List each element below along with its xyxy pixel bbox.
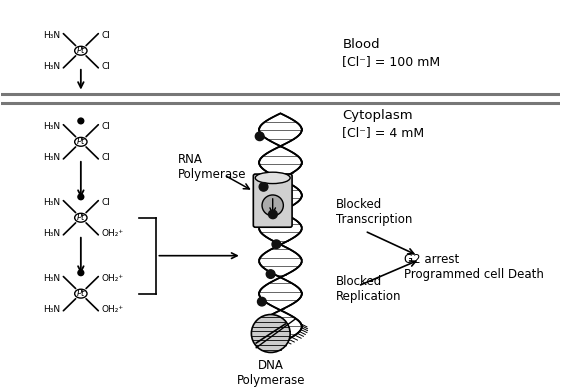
Circle shape [78, 270, 84, 276]
Text: Blood: Blood [343, 38, 380, 50]
Text: Cl: Cl [101, 198, 110, 207]
Text: Cytoplasm: Cytoplasm [343, 109, 413, 122]
Text: Pt: Pt [77, 289, 85, 298]
Ellipse shape [75, 213, 87, 222]
Text: H₃N: H₃N [43, 274, 60, 283]
Text: OH₂⁺: OH₂⁺ [101, 274, 123, 283]
Text: Cl: Cl [101, 153, 110, 162]
Ellipse shape [75, 137, 87, 146]
Circle shape [78, 118, 84, 124]
Text: OH₂⁺: OH₂⁺ [101, 305, 123, 314]
Circle shape [266, 270, 275, 278]
Text: [Cl⁻] = 100 mM: [Cl⁻] = 100 mM [343, 55, 441, 68]
Circle shape [251, 314, 290, 352]
Text: H₃N: H₃N [43, 305, 60, 314]
Circle shape [78, 194, 84, 200]
Circle shape [268, 210, 277, 219]
Circle shape [257, 298, 266, 306]
Text: Cl: Cl [101, 31, 110, 40]
Text: Cl: Cl [101, 62, 110, 71]
Text: H₃N: H₃N [43, 153, 60, 162]
Text: DNA
Polymerase: DNA Polymerase [237, 359, 305, 387]
Ellipse shape [75, 289, 87, 298]
Circle shape [272, 240, 281, 249]
Circle shape [262, 195, 283, 216]
FancyBboxPatch shape [253, 174, 292, 227]
Text: H₃N: H₃N [43, 198, 60, 207]
Circle shape [255, 132, 264, 141]
Text: Blocked
Transcription: Blocked Transcription [336, 198, 412, 226]
Ellipse shape [255, 172, 290, 183]
Text: H₃N: H₃N [43, 31, 60, 40]
Text: G2 arrest
Programmed cell Death: G2 arrest Programmed cell Death [404, 253, 543, 281]
Text: Cl: Cl [101, 122, 110, 131]
Text: Pt: Pt [77, 213, 85, 222]
Text: OH₂⁺: OH₂⁺ [101, 229, 123, 238]
Text: H₃N: H₃N [43, 122, 60, 131]
Circle shape [259, 183, 268, 191]
Text: Blocked
Replication: Blocked Replication [336, 275, 401, 303]
Text: Pt: Pt [77, 46, 85, 55]
Text: Pt: Pt [77, 137, 85, 146]
Text: H₃N: H₃N [43, 62, 60, 71]
Ellipse shape [75, 46, 87, 55]
Text: H₃N: H₃N [43, 229, 60, 238]
Text: [Cl⁻] = 4 mM: [Cl⁻] = 4 mM [343, 126, 425, 139]
Text: RNA
Polymerase: RNA Polymerase [179, 153, 247, 181]
